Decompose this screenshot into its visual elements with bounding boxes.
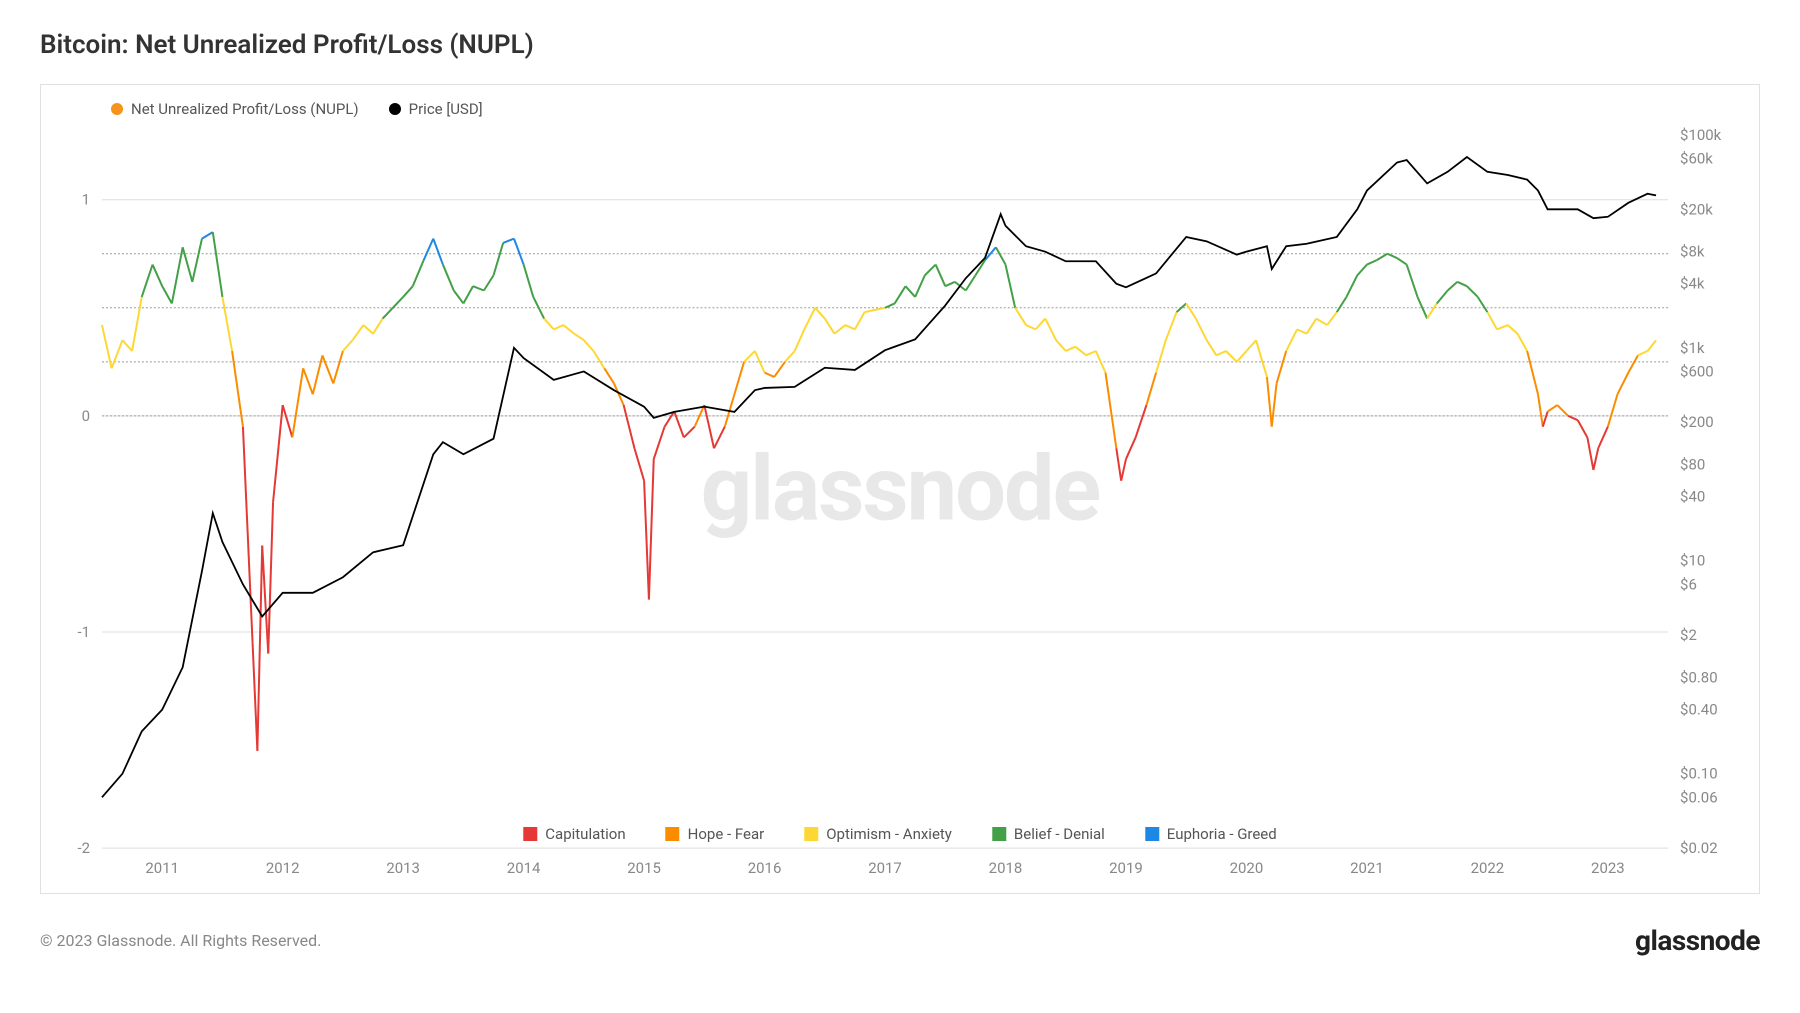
legend-top: Net Unrealized Profit/Loss (NUPL) Price [… [111, 100, 483, 118]
legend-item: Hope - Fear [666, 825, 765, 843]
legend-item: Euphoria - Greed [1145, 825, 1277, 843]
svg-text:$0.02: $0.02 [1680, 839, 1718, 857]
svg-text:-1: -1 [77, 623, 90, 641]
svg-text:2019: 2019 [1109, 859, 1143, 877]
copyright-text: © 2023 Glassnode. All Rights Reserved. [40, 931, 321, 950]
svg-text:$40: $40 [1680, 488, 1705, 506]
svg-text:2018: 2018 [989, 859, 1023, 877]
svg-text:2017: 2017 [868, 859, 902, 877]
svg-text:$8k: $8k [1680, 243, 1705, 261]
legend-bottom: Capitulation Hope - Fear Optimism - Anxiet… [523, 825, 1276, 843]
svg-text:$10: $10 [1680, 552, 1705, 570]
svg-text:2011: 2011 [145, 859, 179, 877]
svg-text:2013: 2013 [386, 859, 420, 877]
legend-item: Price [USD] [389, 100, 483, 118]
chart-svg: -2 -1 0 1 $0.02 $0.06 $0.10 $0.40 $0.80 $2 $6 $10 $4… [41, 85, 1759, 893]
svg-text:$600: $600 [1680, 362, 1714, 380]
svg-text:-2: -2 [77, 839, 90, 857]
svg-text:$100k: $100k [1680, 126, 1722, 144]
svg-text:0: 0 [82, 407, 90, 425]
svg-text:$60k: $60k [1680, 149, 1713, 167]
legend-item: Net Unrealized Profit/Loss (NUPL) [111, 100, 359, 118]
svg-text:$20k: $20k [1680, 200, 1713, 218]
svg-text:2021: 2021 [1350, 859, 1384, 877]
legend-item: Belief - Denial [992, 825, 1105, 843]
footer: © 2023 Glassnode. All Rights Reserved. g… [40, 924, 1760, 957]
svg-text:$6: $6 [1680, 575, 1697, 593]
svg-text:2023: 2023 [1591, 859, 1625, 877]
svg-text:2022: 2022 [1471, 859, 1505, 877]
svg-text:$80: $80 [1680, 456, 1705, 474]
svg-text:2020: 2020 [1230, 859, 1264, 877]
svg-text:2014: 2014 [507, 859, 541, 877]
svg-text:1: 1 [82, 191, 90, 209]
svg-text:$0.40: $0.40 [1680, 701, 1718, 719]
legend-item: Optimism - Anxiety [804, 825, 952, 843]
svg-text:2016: 2016 [748, 859, 782, 877]
svg-text:$2: $2 [1680, 626, 1697, 644]
svg-text:$4k: $4k [1680, 275, 1705, 293]
brand-logo: glassnode [1635, 924, 1760, 957]
svg-text:$1k: $1k [1680, 339, 1705, 357]
svg-text:$0.06: $0.06 [1680, 788, 1718, 806]
svg-text:2012: 2012 [266, 859, 300, 877]
svg-text:2015: 2015 [627, 859, 661, 877]
svg-text:$0.80: $0.80 [1680, 669, 1718, 687]
chart-title: Bitcoin: Net Unrealized Profit/Loss (NUP… [40, 30, 1760, 60]
svg-text:$200: $200 [1680, 413, 1714, 431]
chart-container: glassnode Net Unrealized Profit/Loss (NU… [40, 84, 1760, 894]
legend-item: Capitulation [523, 825, 625, 843]
svg-text:$0.10: $0.10 [1680, 765, 1718, 783]
